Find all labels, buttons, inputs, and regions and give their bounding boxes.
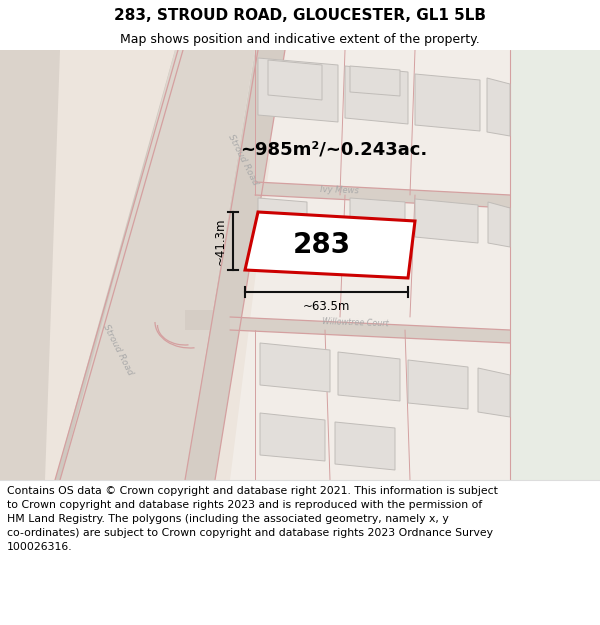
Polygon shape	[335, 422, 395, 470]
Polygon shape	[260, 343, 330, 392]
Polygon shape	[258, 58, 338, 122]
Text: ~985m²/~0.243ac.: ~985m²/~0.243ac.	[240, 141, 427, 159]
Text: ~63.5m: ~63.5m	[303, 299, 350, 312]
Polygon shape	[260, 413, 325, 461]
Text: Ivy Mews: Ivy Mews	[320, 185, 359, 195]
Text: Stroud Road: Stroud Road	[226, 133, 260, 187]
Polygon shape	[408, 360, 468, 409]
Polygon shape	[487, 78, 510, 136]
Polygon shape	[345, 66, 408, 124]
Polygon shape	[510, 50, 600, 480]
Polygon shape	[0, 50, 270, 480]
Text: 283, STROUD ROAD, GLOUCESTER, GL1 5LB: 283, STROUD ROAD, GLOUCESTER, GL1 5LB	[114, 8, 486, 22]
Text: Stroud Road: Stroud Road	[101, 323, 134, 377]
Text: ~41.3m: ~41.3m	[214, 217, 227, 265]
Polygon shape	[350, 66, 400, 96]
Polygon shape	[488, 202, 510, 247]
Polygon shape	[230, 317, 510, 343]
Text: Contains OS data © Crown copyright and database right 2021. This information is : Contains OS data © Crown copyright and d…	[7, 486, 498, 552]
Polygon shape	[415, 74, 480, 131]
Polygon shape	[60, 50, 255, 480]
Polygon shape	[268, 60, 322, 100]
Polygon shape	[185, 50, 285, 480]
Polygon shape	[350, 198, 405, 239]
Polygon shape	[258, 198, 307, 241]
Text: 283: 283	[292, 231, 350, 259]
Polygon shape	[0, 50, 600, 480]
Polygon shape	[245, 212, 415, 278]
Polygon shape	[55, 50, 185, 480]
Text: Willowtree Court: Willowtree Court	[322, 318, 388, 329]
Polygon shape	[338, 352, 400, 401]
Polygon shape	[415, 199, 478, 243]
Polygon shape	[185, 310, 230, 330]
Text: Map shows position and indicative extent of the property.: Map shows position and indicative extent…	[120, 32, 480, 46]
Polygon shape	[0, 50, 60, 480]
Polygon shape	[478, 368, 510, 417]
Polygon shape	[255, 182, 510, 208]
